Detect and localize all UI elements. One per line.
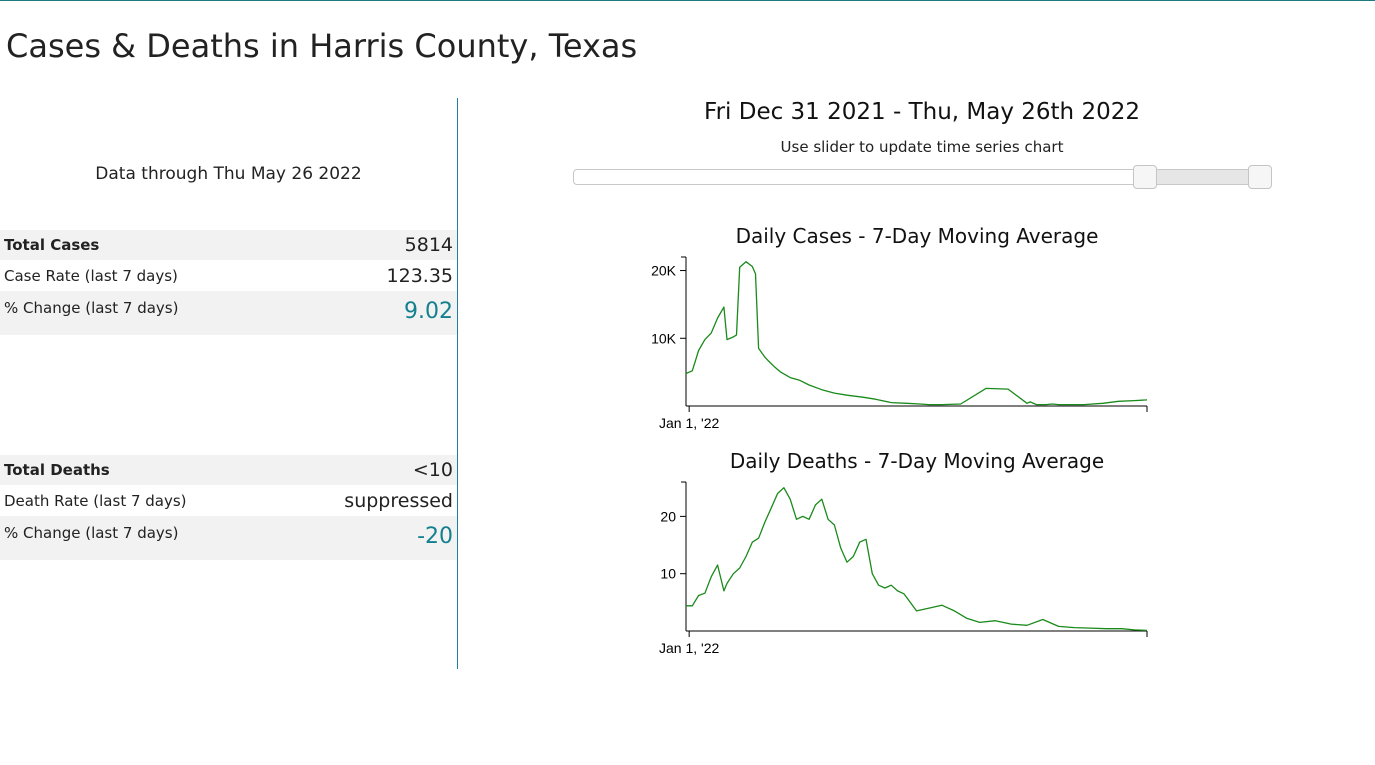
- chart-title-deaths: Daily Deaths - 7-Day Moving Average: [729, 449, 1105, 473]
- stat-value: 9.02: [404, 299, 453, 324]
- stat-value: -20: [417, 524, 453, 549]
- stat-row-death-rate: Death Rate (last 7 days) suppressed: [0, 485, 457, 516]
- y-tick-label-deaths: 10: [660, 566, 676, 582]
- y-tick-label-cases: 20K: [651, 263, 677, 279]
- stat-label: Total Deaths: [4, 461, 110, 479]
- slider-hint: Use slider to update time series chart: [780, 138, 1064, 156]
- x-tick-label-deaths: Jan 1, '22: [659, 640, 719, 656]
- stat-row-total-deaths: Total Deaths <10: [0, 455, 457, 485]
- page-title: Cases & Deaths in Harris County, Texas: [6, 27, 638, 65]
- time-range-title: Fri Dec 31 2021 - Thu, May 26th 2022: [704, 99, 1140, 125]
- series-line-deaths: [686, 487, 1148, 632]
- stat-value: 123.35: [386, 264, 453, 287]
- cases-stats-table: Total Cases 5814 Case Rate (last 7 days)…: [0, 230, 457, 335]
- stat-label: % Change (last 7 days): [4, 524, 179, 542]
- data-through-date: Data through Thu May 26 2022: [95, 164, 362, 184]
- y-tick-label-cases: 10K: [651, 330, 677, 346]
- stat-value: suppressed: [344, 489, 453, 512]
- summary-panel: Data through Thu May 26 2022 Total Cases…: [0, 98, 458, 669]
- stat-label: Case Rate (last 7 days): [4, 266, 178, 285]
- stat-row-case-rate: Case Rate (last 7 days) 123.35: [0, 260, 457, 291]
- slider-handle-start[interactable]: [1132, 165, 1157, 189]
- deaths-stats-table: Total Deaths <10 Death Rate (last 7 days…: [0, 455, 457, 560]
- time-range-selected-range: [1142, 170, 1258, 184]
- stat-row-total-cases: Total Cases 5814: [0, 230, 457, 260]
- top-rule: [0, 0, 1375, 1]
- chart-title-cases: Daily Cases - 7-Day Moving Average: [735, 224, 1099, 248]
- y-tick-label-deaths: 20: [660, 508, 676, 524]
- x-tick-label-cases: Jan 1, '22: [659, 415, 719, 431]
- stat-label: % Change (last 7 days): [4, 299, 179, 317]
- stat-value: 5814: [404, 234, 453, 256]
- stat-row-case-change: % Change (last 7 days) 9.02: [0, 291, 457, 335]
- slider-handle-end[interactable]: [1247, 165, 1272, 189]
- stat-row-death-change: % Change (last 7 days) -20: [0, 516, 457, 560]
- stat-label: Death Rate (last 7 days): [4, 491, 187, 510]
- series-line-cases: [685, 261, 1148, 406]
- stat-label: Total Cases: [4, 236, 100, 254]
- stat-value: <10: [412, 459, 453, 481]
